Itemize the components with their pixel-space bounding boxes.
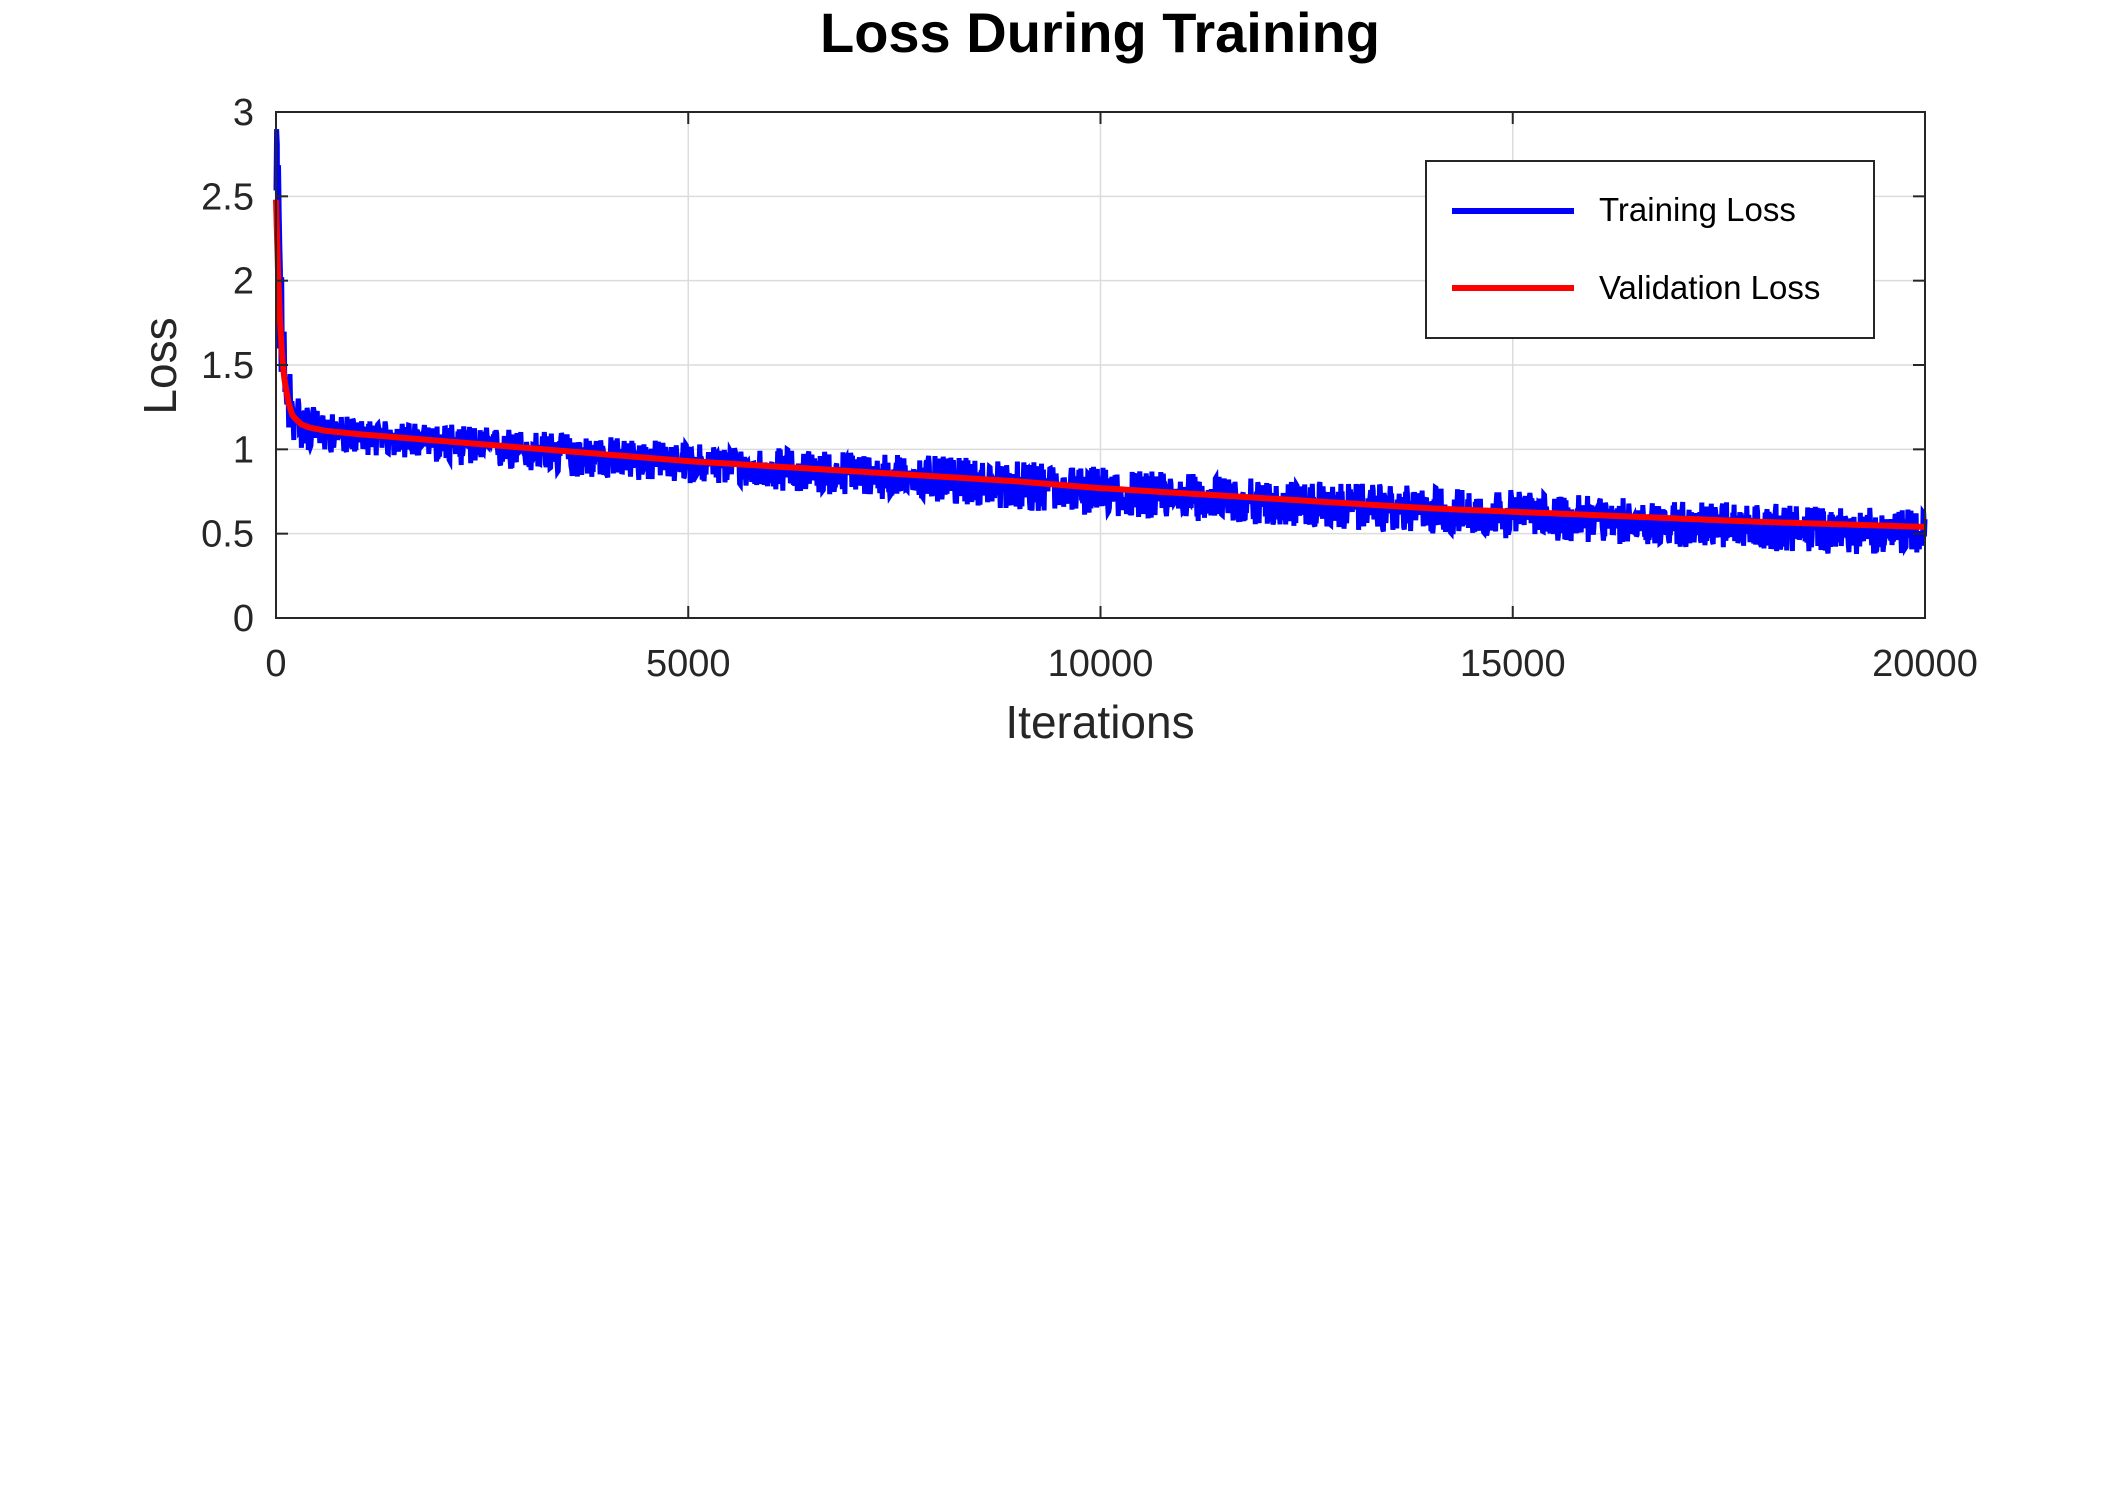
x-tick-label: 5000	[646, 643, 731, 685]
y-tick-label: 2	[233, 261, 254, 303]
legend-label-training-loss: Training Loss	[1599, 191, 1796, 228]
y-tick-label: 1	[233, 429, 254, 471]
chart-title: Loss During Training	[820, 1, 1380, 64]
x-tick-label: 15000	[1460, 643, 1566, 685]
series-line-validation-loss	[273, 196, 1926, 530]
y-axis-label: Loss	[134, 317, 186, 414]
axes	[275, 111, 1926, 619]
x-tick-label: 0	[265, 643, 286, 685]
y-tick-label: 0	[233, 598, 254, 640]
y-tick-label: 3	[233, 92, 254, 134]
series-line-training-loss	[273, 129, 1928, 557]
x-tick-label: 10000	[1048, 643, 1154, 685]
y-tick-label: 2.5	[201, 176, 254, 218]
x-axis-label: Iterations	[1005, 696, 1194, 748]
legend-label-validation-loss: Validation Loss	[1599, 269, 1820, 306]
legend-box	[1425, 160, 1875, 339]
x-tick-label: 20000	[1872, 643, 1978, 685]
y-tick-label: 0.5	[201, 514, 254, 556]
legend: Training Loss Validation Loss	[1425, 160, 1875, 339]
tick-labels: 0 5000 10000 15000 20000 0 0.5 1 1.5 2 2.5 3	[201, 92, 1978, 685]
series-layer	[273, 129, 1928, 557]
y-tick-label: 1.5	[201, 345, 254, 387]
